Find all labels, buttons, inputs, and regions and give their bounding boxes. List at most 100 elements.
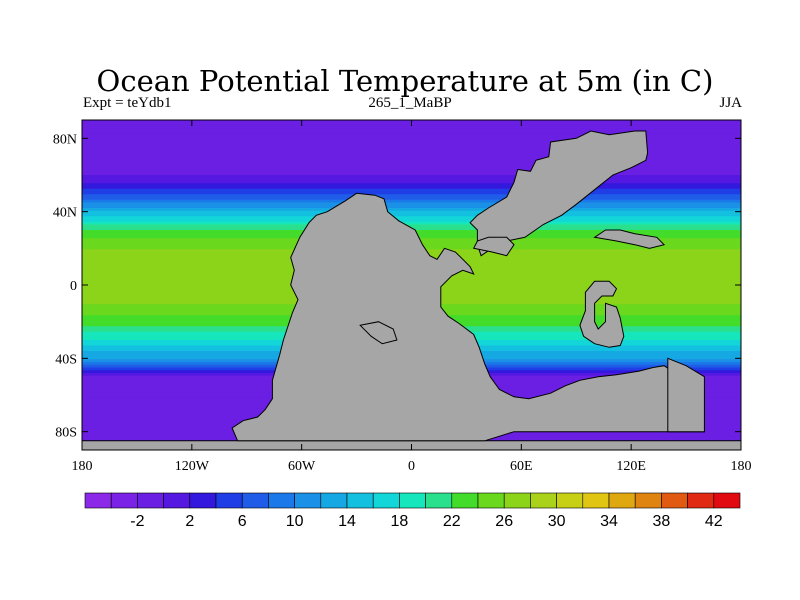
x-tick-label: 180 <box>72 459 93 474</box>
colorbar-label: 26 <box>495 513 513 530</box>
y-axis: 80N 40N 0 40S 80S <box>53 132 741 441</box>
colorbar-box <box>661 492 688 509</box>
colorbar-label: 10 <box>286 513 304 530</box>
season-label: JJA <box>719 95 742 111</box>
temperature-band <box>82 155 741 160</box>
colorbar-label: 42 <box>705 513 723 530</box>
chart-title: Ocean Potential Temperature at 5m (in C) <box>96 64 714 98</box>
temperature-band <box>82 142 741 146</box>
temperature-band <box>82 219 741 223</box>
colorbar-label: 38 <box>653 513 671 530</box>
colorbar-box <box>189 492 217 509</box>
x-tick-label: 0 <box>408 459 415 474</box>
temperature-band <box>82 208 741 212</box>
x-tick-label: 180 <box>731 459 752 474</box>
colorbar-box <box>503 492 531 509</box>
temperature-band <box>82 153 741 157</box>
colorbar-box <box>84 492 112 509</box>
temperature-band <box>82 213 741 217</box>
colorbar-box <box>241 492 269 509</box>
colorbar-box <box>634 492 662 509</box>
temperature-band <box>82 150 741 154</box>
land-mass-8 <box>359 321 398 345</box>
temperature-band <box>82 169 741 173</box>
colorbar-box <box>477 492 505 509</box>
temperature-band <box>82 175 741 179</box>
temperature-band <box>82 210 741 215</box>
temperature-band <box>82 144 741 149</box>
colorbar-box <box>713 492 741 509</box>
colorbar-box <box>425 492 453 509</box>
temperature-band <box>82 164 741 168</box>
land-mass-9 <box>667 357 705 433</box>
temperature-band <box>82 205 741 209</box>
y-tick-label: 80N <box>53 132 77 147</box>
temperature-band <box>82 194 741 198</box>
colorbar-box <box>346 492 374 509</box>
colorbar-box <box>687 492 715 509</box>
time-label: 265_1_MaBP <box>368 95 452 111</box>
colorbar-box <box>294 492 322 509</box>
colorbar-box <box>399 492 426 509</box>
colorbar-label: 18 <box>391 513 409 530</box>
temperature-band <box>82 139 741 143</box>
temperature-band <box>82 147 741 151</box>
colorbar-label: 22 <box>443 513 461 530</box>
colorbar-box <box>215 492 243 509</box>
temperature-band <box>82 161 741 165</box>
colorbar-box <box>110 492 138 509</box>
colorbar-box <box>608 492 636 509</box>
x-axis: 180 120W 60W 0 60E 120E 180 <box>72 120 752 474</box>
temperature-band <box>82 183 741 187</box>
colorbar-label: -2 <box>130 513 144 530</box>
colorbar-label: 30 <box>548 513 566 530</box>
y-tick-label: 40S <box>55 352 77 367</box>
colorbar-box <box>137 492 164 509</box>
temperature-band <box>82 180 741 184</box>
temperature-band <box>82 224 741 228</box>
land-mass-6 <box>579 280 625 348</box>
temperature-band <box>82 166 741 171</box>
temperature-band <box>82 136 741 140</box>
colorbar-box <box>582 492 610 509</box>
temperature-band <box>82 131 741 135</box>
x-tick-label: 120E <box>616 459 646 474</box>
temperature-band <box>82 216 741 220</box>
colorbar-box <box>268 492 295 509</box>
temperature-band <box>82 125 741 129</box>
y-tick-label: 40N <box>53 206 77 221</box>
colorbar-box <box>372 492 400 509</box>
temperature-band <box>82 191 741 195</box>
temperature-band <box>82 128 741 132</box>
x-tick-label: 120W <box>175 459 210 474</box>
temperature-band <box>82 202 741 206</box>
colorbar-label: 6 <box>238 513 247 530</box>
temperature-band <box>82 186 741 190</box>
experiment-label: Expt = teYdb1 <box>83 95 172 111</box>
temperature-band <box>82 177 741 182</box>
x-tick-label: 60W <box>288 459 316 474</box>
y-tick-label: 80S <box>55 426 77 441</box>
x-tick-label: 60E <box>510 459 533 474</box>
y-tick-label: 0 <box>70 279 77 294</box>
temperature-band <box>82 197 741 201</box>
land-mass-5 <box>472 236 515 257</box>
colorbar-label: 14 <box>338 513 356 530</box>
temperature-band <box>82 199 741 204</box>
colorbar: -2 2 6 10 14 18 22 26 30 34 38 42 <box>84 492 741 530</box>
temperature-band <box>82 221 741 226</box>
colorbar-box <box>530 492 557 509</box>
colorbar-label: 34 <box>600 513 618 530</box>
colorbar-label: 2 <box>185 513 194 530</box>
colorbar-box <box>163 492 191 509</box>
temperature-band <box>82 188 741 193</box>
colorbar-box <box>320 492 348 509</box>
land-mass-7 <box>593 229 666 249</box>
colorbar-box <box>451 492 479 509</box>
temperature-band <box>82 133 741 138</box>
temperature-band <box>82 158 741 162</box>
temperature-band <box>82 172 741 176</box>
land-masses <box>82 130 741 450</box>
colorbar-box <box>556 492 584 509</box>
